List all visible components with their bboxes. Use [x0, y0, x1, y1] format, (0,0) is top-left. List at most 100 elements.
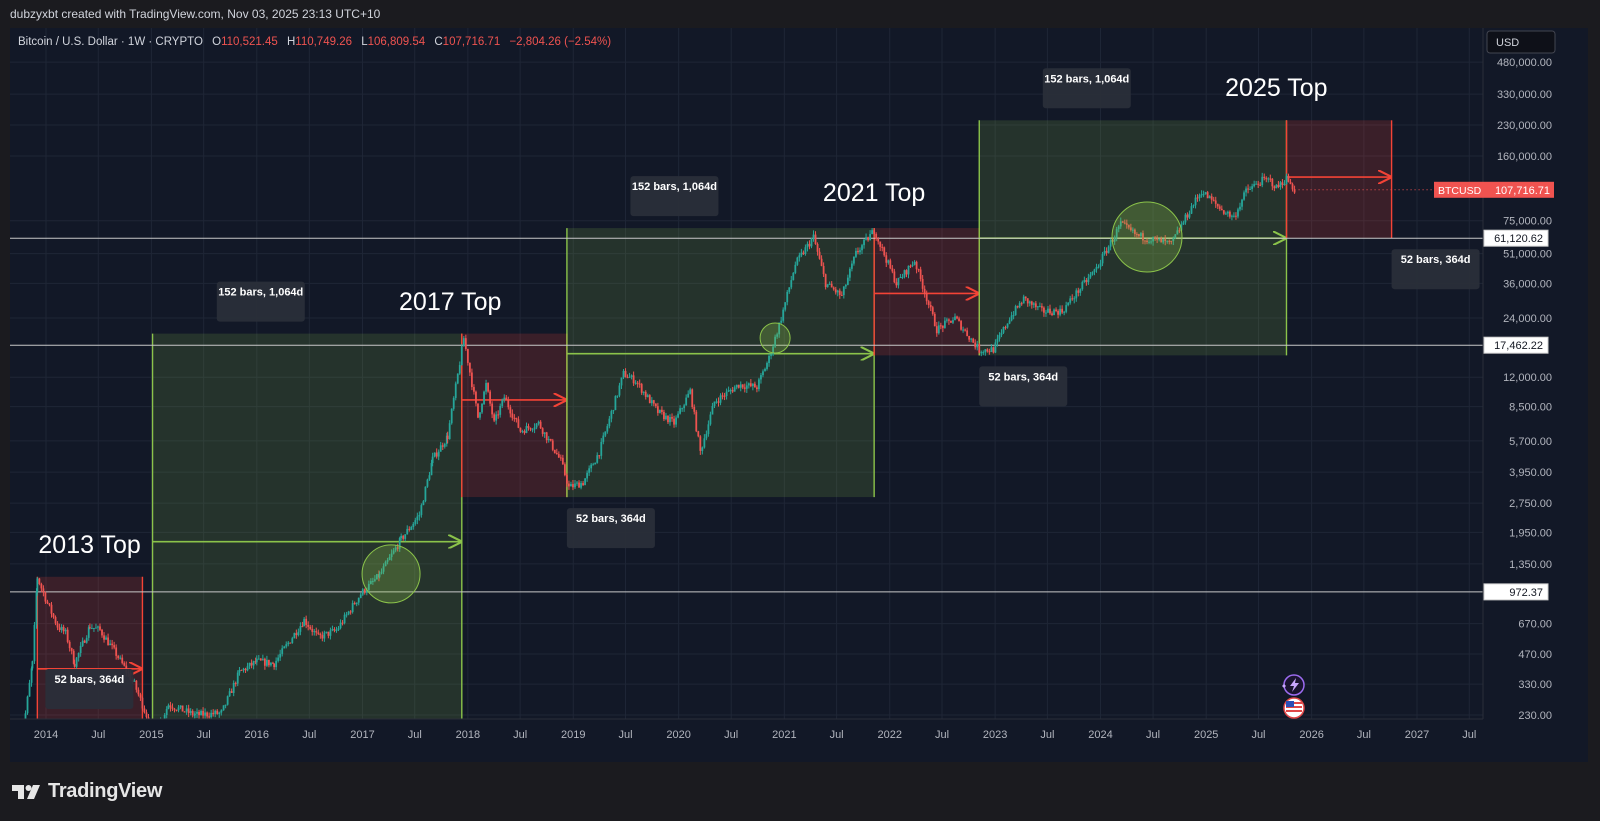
candle-body: [846, 277, 849, 285]
candle-body: [1182, 222, 1185, 225]
candle-body: [52, 613, 55, 617]
candle-body: [21, 745, 23, 761]
candle-body: [329, 630, 332, 636]
y-tick-label: 36,000.00: [1503, 278, 1552, 290]
candle-body: [958, 318, 960, 321]
candle-body: [842, 286, 845, 296]
candle-body: [634, 382, 637, 384]
candle-body: [365, 590, 368, 593]
highlight-circles: [361, 201, 1183, 604]
candle-body: [618, 385, 621, 396]
candle-body: [1224, 213, 1227, 215]
candle-body: [216, 710, 219, 714]
candle-body: [988, 351, 991, 353]
candle-body: [1164, 239, 1167, 242]
candle-body: [390, 553, 393, 558]
change-value: −2,804.26 (−2.54%): [509, 36, 611, 48]
candle-body: [535, 423, 538, 428]
candle-body: [210, 712, 213, 718]
candle-body: [64, 629, 67, 632]
high-value: 110,749.26: [295, 36, 352, 48]
candle-body: [448, 423, 451, 440]
us-flag-icon[interactable]: [1283, 697, 1305, 719]
currency-button[interactable]: USD: [1486, 30, 1556, 54]
candle-body: [713, 401, 716, 406]
x-tick-label: 2026: [1299, 729, 1323, 741]
candle-body: [982, 352, 985, 354]
candle-body: [103, 635, 105, 640]
candle-body: [1053, 309, 1055, 316]
x-tick-label: Jul: [830, 729, 844, 741]
candle-body: [349, 611, 352, 613]
y-tick-label: 160,000.00: [1497, 151, 1552, 163]
y-tick-label: 230.00: [1518, 710, 1552, 722]
candle-body: [44, 592, 47, 602]
chart-frame[interactable]: [10, 28, 1588, 762]
candle-body: [475, 391, 477, 404]
candle-body: [503, 397, 506, 400]
candle-body: [602, 435, 605, 442]
candle-body: [1251, 186, 1254, 190]
candle-body: [36, 578, 39, 593]
candle-body: [592, 464, 595, 466]
candle-body: [840, 294, 843, 296]
candle-body: [652, 400, 655, 404]
candle-body: [566, 475, 568, 484]
candle-body: [30, 668, 33, 683]
candle-body: [97, 626, 99, 628]
candle-body: [87, 627, 90, 638]
candle-body: [1051, 313, 1053, 316]
candle-body: [255, 658, 258, 663]
y-tick-label: 1,350.00: [1509, 559, 1552, 571]
candle-body: [596, 455, 599, 463]
candle-body: [1079, 289, 1082, 293]
candle-body: [1172, 238, 1175, 241]
lightning-icon[interactable]: [1282, 674, 1305, 696]
candle-body: [848, 268, 851, 278]
candle-body: [341, 622, 344, 624]
candle-body: [719, 395, 722, 403]
candle-body: [790, 280, 793, 288]
candle-body: [838, 290, 841, 295]
candle-body: [392, 550, 395, 554]
candle-body: [533, 427, 536, 430]
tradingview-logo[interactable]: TradingView: [12, 780, 162, 803]
candle-body: [228, 691, 231, 697]
candle-body: [998, 335, 1001, 339]
symbol-title: Bitcoin / U.S. Dollar · 1W · CRYPTO: [18, 36, 203, 48]
candle-body: [259, 658, 262, 661]
candle-body: [1271, 178, 1274, 187]
y-tick-label: 8,500.00: [1509, 402, 1552, 414]
x-tick-label: 2023: [983, 729, 1007, 741]
top-annotations: 2013 Top 2017 Top 2021 Top 2025 Top: [38, 74, 1327, 559]
candle-body: [576, 482, 578, 484]
candle-body: [408, 528, 411, 530]
candle-body: [883, 247, 886, 256]
candle-body: [1168, 240, 1171, 242]
candle-body: [628, 376, 631, 378]
candle-body: [68, 641, 71, 649]
candle-body: [978, 344, 981, 353]
candle-body: [925, 293, 928, 302]
candle-body: [1093, 269, 1096, 273]
footer: [0, 762, 1600, 821]
low-label: L: [361, 36, 368, 48]
candle-body: [1261, 176, 1264, 186]
candle-body: [1148, 241, 1150, 243]
candle-body: [189, 710, 192, 713]
candle-body: [1158, 238, 1161, 240]
top-annotation: 2021 Top: [823, 179, 925, 207]
candle-body: [263, 658, 266, 666]
candle-body: [828, 283, 831, 285]
candle-body: [1235, 215, 1237, 217]
candle-body: [1032, 303, 1035, 305]
candle-body: [234, 682, 237, 684]
candle-body: [1041, 306, 1043, 308]
event-icons[interactable]: [1282, 674, 1305, 719]
candle-body: [685, 397, 688, 406]
candle-body: [869, 234, 872, 241]
candle-body: [363, 589, 366, 593]
candle-body: [739, 384, 742, 388]
candle-body: [921, 278, 924, 289]
